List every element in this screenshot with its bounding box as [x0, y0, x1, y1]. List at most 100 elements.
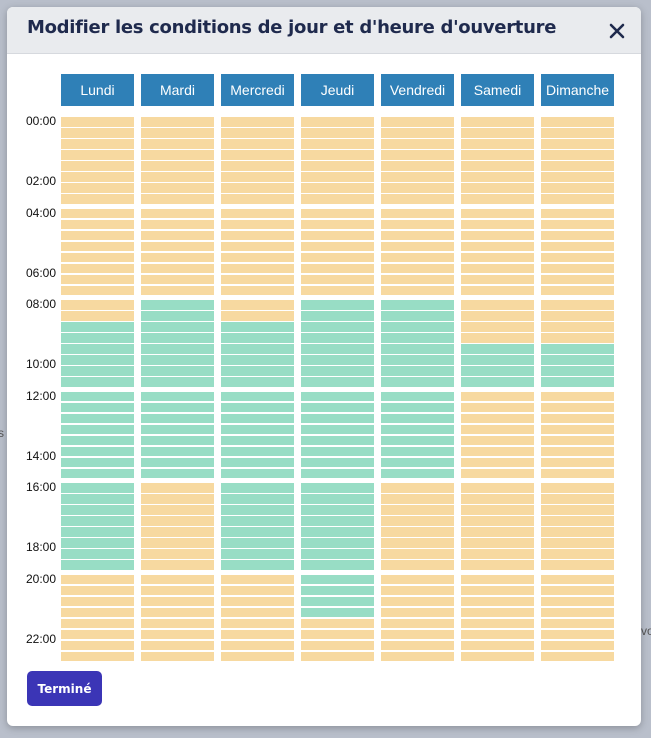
- time-slot[interactable]: [461, 549, 534, 559]
- time-slot[interactable]: [141, 183, 214, 193]
- time-slot[interactable]: [221, 172, 294, 182]
- time-slot[interactable]: [141, 640, 214, 650]
- time-slot[interactable]: [461, 607, 534, 617]
- time-slot[interactable]: [461, 366, 534, 376]
- time-slot[interactable]: [461, 194, 534, 204]
- time-slot[interactable]: [141, 208, 214, 218]
- time-slot[interactable]: [221, 538, 294, 548]
- time-slot[interactable]: [301, 640, 374, 650]
- time-slot[interactable]: [301, 629, 374, 639]
- time-slot[interactable]: [461, 128, 534, 138]
- time-slot[interactable]: [61, 172, 134, 182]
- day-header-mercredi[interactable]: Mercredi: [221, 74, 294, 106]
- time-slot[interactable]: [61, 585, 134, 595]
- time-slot[interactable]: [381, 230, 454, 240]
- time-slot[interactable]: [461, 505, 534, 515]
- time-slot[interactable]: [141, 585, 214, 595]
- time-slot[interactable]: [541, 208, 614, 218]
- time-slot[interactable]: [301, 483, 374, 493]
- time-slot[interactable]: [141, 128, 214, 138]
- time-slot[interactable]: [301, 274, 374, 284]
- time-slot[interactable]: [141, 161, 214, 171]
- time-slot[interactable]: [461, 274, 534, 284]
- time-slot[interactable]: [541, 355, 614, 365]
- time-slot[interactable]: [541, 549, 614, 559]
- time-slot[interactable]: [381, 194, 454, 204]
- time-slot[interactable]: [381, 344, 454, 354]
- time-slot[interactable]: [541, 516, 614, 526]
- done-button[interactable]: Terminé: [27, 671, 102, 706]
- time-slot[interactable]: [541, 263, 614, 273]
- time-slot[interactable]: [541, 446, 614, 456]
- time-slot[interactable]: [301, 457, 374, 467]
- time-slot[interactable]: [541, 424, 614, 434]
- time-slot[interactable]: [541, 322, 614, 332]
- time-slot[interactable]: [541, 505, 614, 515]
- time-slot[interactable]: [61, 208, 134, 218]
- time-slot[interactable]: [541, 344, 614, 354]
- time-slot[interactable]: [61, 494, 134, 504]
- time-slot[interactable]: [461, 263, 534, 273]
- time-slot[interactable]: [461, 117, 534, 127]
- time-slot[interactable]: [141, 424, 214, 434]
- time-slot[interactable]: [381, 183, 454, 193]
- time-slot[interactable]: [221, 128, 294, 138]
- time-slot[interactable]: [541, 574, 614, 584]
- time-slot[interactable]: [461, 516, 534, 526]
- time-slot[interactable]: [541, 596, 614, 606]
- time-slot[interactable]: [61, 402, 134, 412]
- time-slot[interactable]: [381, 322, 454, 332]
- time-slot[interactable]: [461, 377, 534, 387]
- time-slot[interactable]: [221, 241, 294, 251]
- time-slot[interactable]: [541, 457, 614, 467]
- time-slot[interactable]: [141, 446, 214, 456]
- time-slot[interactable]: [61, 230, 134, 240]
- time-slot[interactable]: [221, 333, 294, 343]
- day-header-jeudi[interactable]: Jeudi: [301, 74, 374, 106]
- time-slot[interactable]: [61, 457, 134, 467]
- time-slot[interactable]: [141, 402, 214, 412]
- time-slot[interactable]: [381, 468, 454, 478]
- time-slot[interactable]: [61, 538, 134, 548]
- time-slot[interactable]: [141, 300, 214, 310]
- time-slot[interactable]: [381, 424, 454, 434]
- time-slot[interactable]: [301, 435, 374, 445]
- time-slot[interactable]: [461, 468, 534, 478]
- time-slot[interactable]: [541, 640, 614, 650]
- time-slot[interactable]: [461, 596, 534, 606]
- time-slot[interactable]: [61, 274, 134, 284]
- time-slot[interactable]: [381, 640, 454, 650]
- time-slot[interactable]: [461, 311, 534, 321]
- time-slot[interactable]: [61, 241, 134, 251]
- time-slot[interactable]: [61, 483, 134, 493]
- time-slot[interactable]: [541, 377, 614, 387]
- time-slot[interactable]: [381, 139, 454, 149]
- time-slot[interactable]: [221, 651, 294, 661]
- time-slot[interactable]: [541, 366, 614, 376]
- time-slot[interactable]: [301, 585, 374, 595]
- time-slot[interactable]: [541, 413, 614, 423]
- time-slot[interactable]: [381, 607, 454, 617]
- time-slot[interactable]: [221, 322, 294, 332]
- time-slot[interactable]: [301, 252, 374, 262]
- time-slot[interactable]: [301, 607, 374, 617]
- time-slot[interactable]: [541, 618, 614, 628]
- time-slot[interactable]: [541, 285, 614, 295]
- time-slot[interactable]: [301, 322, 374, 332]
- time-slot[interactable]: [221, 366, 294, 376]
- time-slot[interactable]: [221, 516, 294, 526]
- time-slot[interactable]: [461, 355, 534, 365]
- time-slot[interactable]: [301, 494, 374, 504]
- time-slot[interactable]: [381, 629, 454, 639]
- time-slot[interactable]: [61, 322, 134, 332]
- time-slot[interactable]: [141, 560, 214, 570]
- time-slot[interactable]: [381, 391, 454, 401]
- time-slot[interactable]: [141, 651, 214, 661]
- time-slot[interactable]: [301, 300, 374, 310]
- time-slot[interactable]: [61, 607, 134, 617]
- time-slot[interactable]: [541, 300, 614, 310]
- time-slot[interactable]: [301, 333, 374, 343]
- time-slot[interactable]: [221, 139, 294, 149]
- time-slot[interactable]: [541, 139, 614, 149]
- time-slot[interactable]: [461, 483, 534, 493]
